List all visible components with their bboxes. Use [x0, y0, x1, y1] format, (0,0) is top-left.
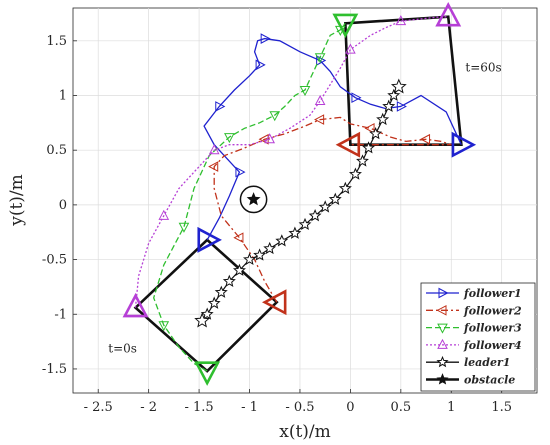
y-tick-label: -0.5 [42, 253, 67, 268]
y-axis-label: y(t)/m [7, 174, 27, 227]
legend-label: leader1 [464, 356, 510, 369]
x-tick-label: - 1 [241, 400, 258, 415]
x-axis-label: x(t)/m [279, 422, 331, 442]
x-tick-label: - 1.5 [184, 400, 213, 415]
legend-label: follower3 [463, 322, 522, 335]
legend-label: obstacle [464, 374, 515, 387]
y-tick-label: -1.5 [42, 362, 67, 377]
x-tick-label: - 0.5 [285, 400, 314, 415]
legend-label: follower2 [463, 304, 522, 317]
annotation-label: t=60s [465, 60, 501, 74]
x-tick-label: 1.5 [491, 400, 512, 415]
y-tick-label: 0 [59, 198, 67, 213]
y-tick-label: 0.5 [46, 143, 67, 158]
annotation-label: t=0s [108, 342, 137, 356]
y-tick-label: 1 [59, 89, 67, 104]
legend-label: follower1 [463, 287, 522, 300]
legend: follower1 follower2 follower3 follower4 lead… [421, 283, 535, 391]
legend-label: follower4 [463, 339, 522, 352]
x-tick-label: 0 [346, 400, 354, 415]
x-tick-label: - 2 [140, 400, 157, 415]
y-tick-label: -1 [54, 307, 67, 322]
obstacle-marker [240, 186, 266, 212]
x-tick-label: 0.5 [390, 400, 411, 415]
x-tick-label: - 2.5 [84, 400, 113, 415]
y-tick-label: 1.5 [46, 34, 67, 49]
x-tick-label: 1 [447, 400, 455, 415]
